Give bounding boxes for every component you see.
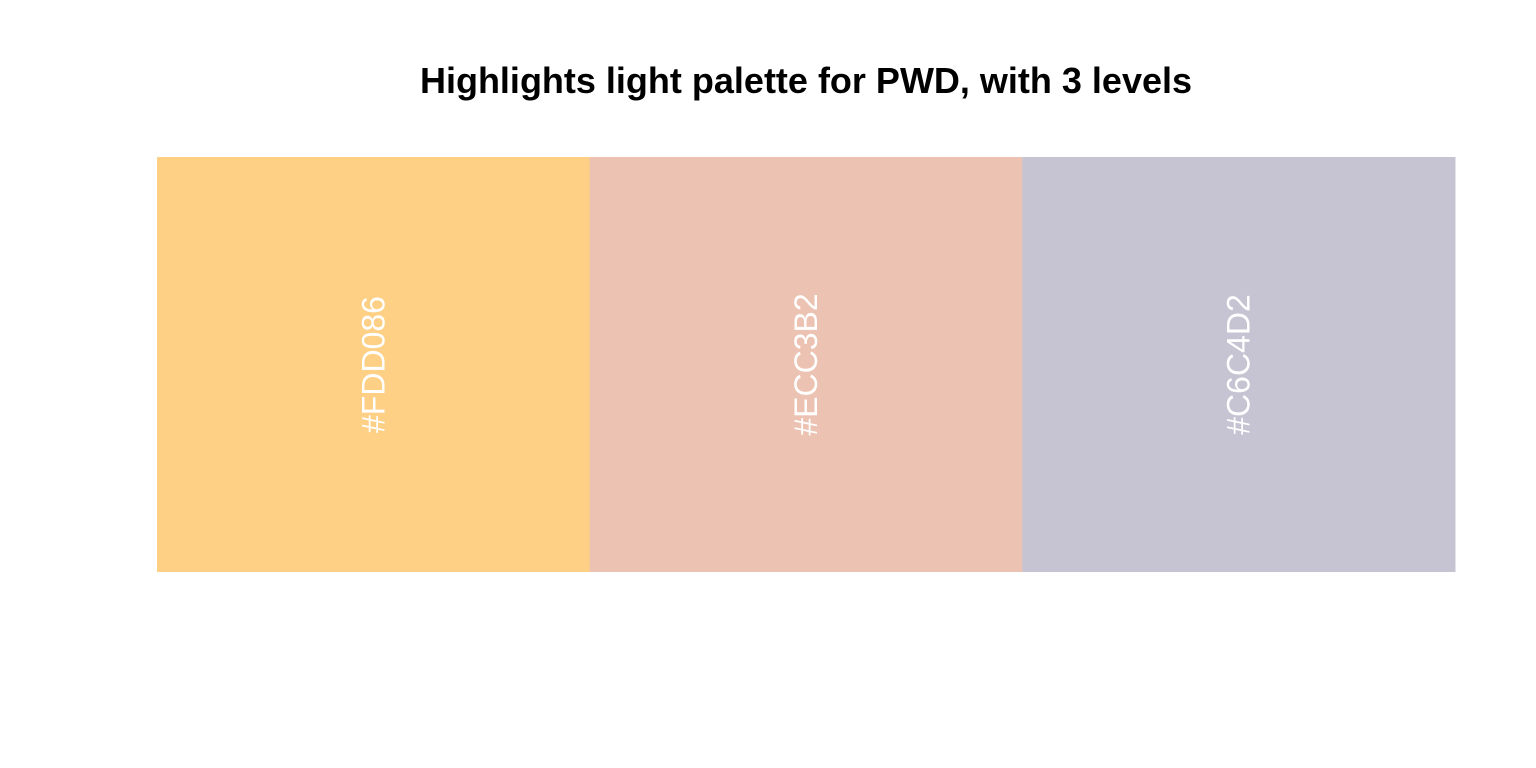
palette-swatch-2 xyxy=(589,157,1023,572)
swatch-hex-label-3: #C6C4D2 xyxy=(1221,294,1257,435)
swatch-hex-label-1: #FDD086 xyxy=(355,296,391,433)
palette-swatch-1 xyxy=(157,157,591,572)
swatch-hex-label-2: #ECC3B2 xyxy=(788,293,824,435)
palette-swatch-3 xyxy=(1022,157,1456,572)
swatch-layer xyxy=(157,157,1456,572)
swatch-label-layer: #FDD086 #ECC3B2 #C6C4D2 xyxy=(355,293,1256,435)
chart-title: Highlights light palette for PWD, with 3… xyxy=(419,60,1193,101)
